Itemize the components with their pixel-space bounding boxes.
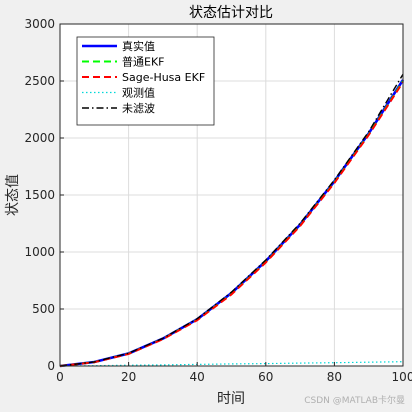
x-tick-label: 20 <box>121 370 136 384</box>
legend-box <box>76 36 215 126</box>
legend-label: 未滤波 <box>122 102 155 115</box>
y-axis-label: 状态值 <box>5 174 21 216</box>
x-tick-label: 40 <box>190 370 205 384</box>
y-tick-label: 1500 <box>24 188 55 202</box>
y-tick-label: 2500 <box>24 74 55 88</box>
legend-label: Sage-Husa EKF <box>122 71 205 84</box>
x-axis-label: 时间 <box>217 391 245 407</box>
series-line-4 <box>59 73 404 367</box>
y-tick-label: 1000 <box>24 245 55 259</box>
y-tick-label: 3000 <box>24 17 55 31</box>
chart-title: 状态估计对比 <box>189 5 273 21</box>
x-tick-label: 80 <box>327 370 342 384</box>
legend-label: 观测值 <box>122 87 155 100</box>
watermark: CSDN @MATLAB卡尔曼 <box>304 394 405 406</box>
series-line-3 <box>59 361 404 367</box>
y-tick-label: 0 <box>47 359 55 373</box>
y-tick-label: 500 <box>32 302 55 316</box>
series-line-2 <box>59 81 404 367</box>
series-layer <box>59 73 405 368</box>
x-tick-label: 60 <box>258 370 273 384</box>
y-tick-label: 2000 <box>24 131 55 145</box>
x-tick-label: 100 <box>392 370 412 384</box>
x-tick-label: 0 <box>56 370 64 384</box>
legend-label: 真实值 <box>122 39 155 53</box>
legend-label: 普通EKF <box>122 55 165 69</box>
